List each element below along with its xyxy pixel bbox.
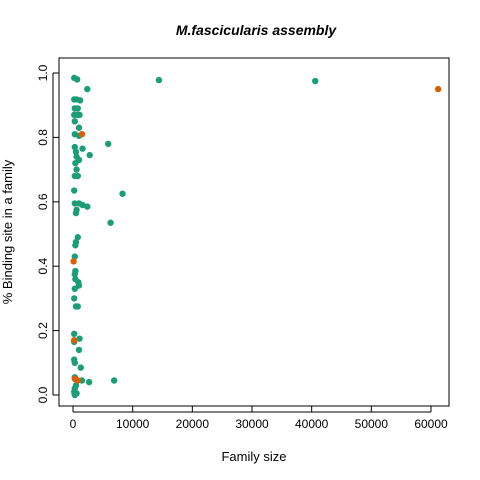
x-tick-label: 0 [70,417,77,431]
data-point-green [71,285,78,292]
data-point-green [74,234,81,241]
chart-title: M.fascicularis assembly [176,22,338,38]
data-point-green [74,172,81,180]
data-point-orange [434,85,442,93]
data-point-green [71,253,78,260]
data-point-green [72,242,79,249]
data-point-green [155,76,163,84]
data-point-green [73,390,80,397]
data-point-green [76,97,84,104]
data-point-green [72,209,80,217]
data-point-green [72,159,79,167]
data-point-green [71,359,78,366]
y-tick-label: 0.6 [36,193,50,210]
data-point-green [76,335,83,342]
data-point-green [71,118,78,125]
x-tick-label: 60000 [414,417,448,431]
data-point-green [312,77,319,85]
data-point-green [105,140,112,148]
data-point-green [74,105,81,112]
data-point-green [119,190,126,197]
data-points [70,74,442,399]
x-tick-label: 30000 [235,417,269,431]
plot-frame [58,57,450,407]
y-axis: 0.0 0.2 0.4 0.6 0.8 1.0 [36,64,59,403]
data-point-green [74,303,81,310]
x-axis: 0 10000 20000 30000 40000 50000 60000 [70,406,448,431]
data-point-green [76,111,83,119]
data-point-green [73,76,81,83]
y-tick-label: 0.8 [36,129,50,146]
data-point-green [85,378,93,386]
data-point-green [79,145,86,152]
x-tick-label: 40000 [295,417,329,431]
data-point-green [73,166,80,173]
data-point-orange [70,337,78,344]
y-tick-label: 0.4 [36,258,50,275]
data-point-green [70,295,78,302]
data-point-green [72,148,80,156]
x-tick-label: 50000 [355,417,389,431]
data-point-green [71,271,78,278]
data-point-orange [78,130,86,138]
y-tick-label: 1.0 [36,64,50,81]
data-point-green [110,377,118,384]
data-point-orange [70,258,77,265]
data-point-green [71,143,78,151]
x-axis-label: Family size [221,449,286,464]
data-point-green [86,151,93,159]
x-tick-label: 10000 [116,417,150,431]
data-point-green [77,364,84,371]
data-point-green [70,187,78,194]
y-tick-label: 0.0 [36,386,50,403]
y-axis-label: % Binding site in a family [0,159,15,304]
data-point-green [75,124,83,131]
data-point-green [70,330,78,338]
data-point-green [107,219,114,226]
x-tick-label: 20000 [176,417,210,431]
data-point-orange [74,377,81,384]
data-point-green [84,203,91,210]
data-point-green [84,85,91,93]
data-point-green [75,346,83,354]
y-tick-label: 0.2 [36,322,50,339]
